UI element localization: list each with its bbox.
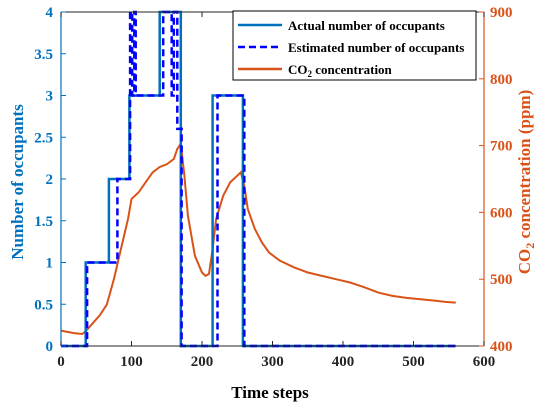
- y-left-tick-label: 4: [46, 5, 54, 21]
- y-axis-label-right: CO2 concentration (ppm): [515, 90, 537, 274]
- y-right-tick-label: 500: [490, 272, 513, 288]
- series-estimated-line: [61, 10, 456, 348]
- x-tick-label: 200: [191, 354, 214, 370]
- y-right-tick-label: 400: [490, 339, 513, 355]
- y-axis-label-left: Number of occupants: [8, 104, 27, 260]
- x-tick-label: 600: [473, 354, 496, 370]
- x-axis-label: Time steps: [231, 383, 309, 402]
- y-axis-label-right-main: CO: [515, 249, 534, 275]
- series-co2-line: [61, 140, 456, 336]
- legend-label-estimated: Estimated number of occupants: [288, 40, 464, 55]
- y-left-tick-label: 3.5: [34, 47, 53, 63]
- y-left-tick-label: 3: [46, 89, 54, 105]
- y-axis-label-right-subscript: 2: [523, 243, 537, 249]
- y-right-tick-label: 700: [490, 139, 513, 155]
- legend-label-co2-main: CO: [288, 62, 308, 77]
- legend-label-actual: Actual number of occupants: [288, 18, 445, 33]
- y-left-tick-label: 0.5: [34, 297, 53, 313]
- y-right-tick-label: 900: [490, 5, 513, 21]
- x-tick-label: 300: [261, 354, 284, 370]
- x-tick-label: 0: [57, 354, 65, 370]
- legend-label-co2-tail: concentration: [312, 62, 393, 77]
- y-left-tick-label: 2.5: [34, 130, 53, 146]
- y-left-tick-label: 1.5: [34, 214, 53, 230]
- series-layer: [61, 10, 456, 348]
- legend: Actual number of occupants Estimated num…: [232, 10, 477, 81]
- x-tick-label: 500: [402, 354, 425, 370]
- y-right-tick-label: 600: [490, 205, 513, 221]
- y-left-tick-label: 1: [46, 256, 54, 272]
- y-right-tick-label: 800: [490, 72, 513, 88]
- x-tick-label: 400: [332, 354, 355, 370]
- legend-label-co2: CO2 concentration: [288, 62, 393, 79]
- x-tick-label: 100: [120, 354, 143, 370]
- axes-layer: 0 100 200 300 400 500 600 0 0.5 1 1.5 2 2.5 3 3.5 4 400 5…: [34, 5, 512, 370]
- legend-label-co2-subscript: 2: [308, 69, 313, 79]
- y-left-tick-label: 2: [46, 172, 54, 188]
- y-axis-label-right-tail: concentration (ppm): [515, 90, 534, 243]
- y-left-tick-label: 0: [46, 339, 54, 355]
